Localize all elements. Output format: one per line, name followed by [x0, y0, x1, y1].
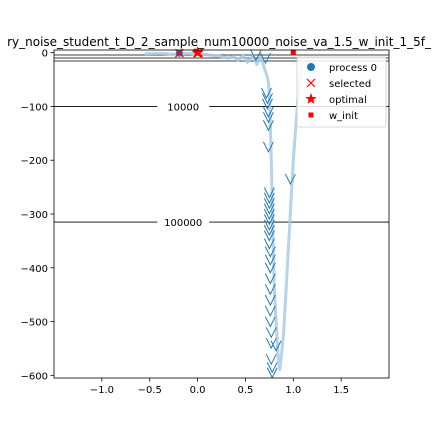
- legend-label: process 0: [329, 63, 377, 74]
- process-chevron: [262, 120, 274, 132]
- process-chevron: [264, 284, 276, 296]
- process-path: [144, 50, 305, 378]
- w-init-marker: [290, 49, 296, 55]
- y-tick-label: −600: [21, 371, 48, 382]
- x-tick-label: −0.5: [138, 385, 162, 396]
- contour-label: 100000: [164, 218, 202, 229]
- process-chevron: [264, 254, 276, 266]
- process-chevron: [250, 50, 262, 62]
- chart-title: ry_noise_student_t_D_2_sample_num10000_n…: [7, 35, 432, 49]
- process-chevron: [264, 262, 276, 274]
- process-chevron: [263, 198, 275, 210]
- x-tick-label: 0.5: [237, 385, 253, 396]
- legend: process 0 selected optimal w_init: [296, 56, 387, 128]
- legend-marker-process: [307, 63, 315, 71]
- legend-box: [296, 56, 387, 128]
- process-path-line: [144, 51, 305, 372]
- process-chevron: [261, 98, 273, 110]
- process-chevron: [265, 337, 277, 350]
- process-chevron: [263, 219, 275, 231]
- y-tick-label: −400: [21, 264, 48, 275]
- x-tick-label: 1.0: [285, 385, 301, 396]
- axes: −1.0 −0.5 0.0 0.5 1.0 1.5 0 −100 −200 −300 −400 −50…: [21, 49, 390, 396]
- legend-marker-optimal: [305, 93, 317, 104]
- process-chevron: [262, 111, 274, 124]
- process-chevron: [264, 305, 276, 317]
- legend-label: selected: [329, 79, 371, 90]
- legend-marker-selected: [306, 78, 316, 88]
- y-tick-label: 0: [42, 49, 48, 60]
- process-chevron: [261, 93, 273, 105]
- process-chevron: [263, 192, 275, 204]
- x-tick-label: 0.0: [190, 385, 206, 396]
- process-chevron: [264, 316, 276, 328]
- process-chevron: [262, 141, 274, 153]
- process-chevron: [263, 187, 275, 199]
- process-chevron: [284, 173, 296, 186]
- y-tick-label: −500: [21, 318, 48, 329]
- process-chevron: [261, 87, 272, 100]
- selected-marker: [174, 48, 184, 58]
- y-tick-label: −100: [21, 102, 48, 113]
- y-tick-label: −300: [21, 210, 48, 221]
- process-chevron: [265, 353, 277, 366]
- legend-label: w_init: [329, 111, 358, 122]
- process-chevron: [270, 340, 282, 352]
- contour-label: 10000: [167, 102, 199, 113]
- markers: [174, 46, 296, 58]
- process-chevron: [264, 246, 276, 258]
- x-tick-label: 1.5: [333, 385, 349, 396]
- y-tick-label: −200: [21, 156, 48, 167]
- process-chevron: [262, 106, 274, 118]
- legend-label: optimal: [329, 95, 367, 106]
- legend-marker-w-init: [308, 112, 314, 118]
- process-chevron: [260, 52, 271, 65]
- process-chevron: [263, 230, 275, 242]
- process-chevron: [263, 203, 275, 215]
- x-tick-label: −1.0: [90, 385, 114, 396]
- process-chevron: [266, 362, 278, 374]
- optimal-marker: [191, 46, 204, 58]
- process-chevron: [263, 208, 275, 221]
- process-chevron: [264, 294, 276, 307]
- process-chevron: [263, 224, 275, 237]
- process-chevron: [263, 214, 275, 226]
- process-chevron: [264, 273, 276, 285]
- process-chevron: [263, 238, 275, 250]
- process-chevron: [265, 327, 277, 339]
